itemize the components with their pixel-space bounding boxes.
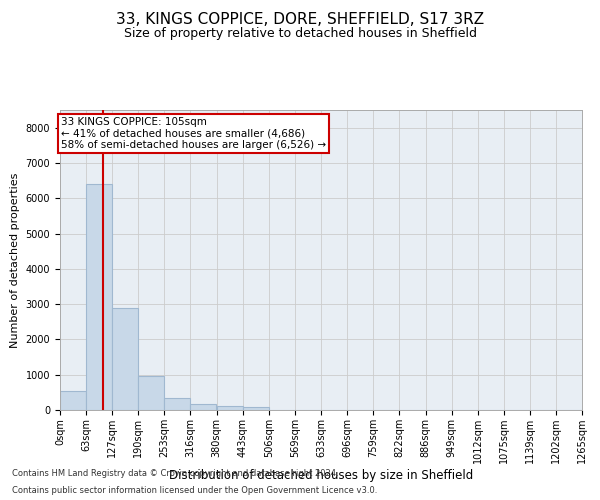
Y-axis label: Number of detached properties: Number of detached properties bbox=[10, 172, 20, 348]
Bar bbox=[217, 406, 243, 410]
Text: Contains HM Land Registry data © Crown copyright and database right 2024.: Contains HM Land Registry data © Crown c… bbox=[12, 468, 338, 477]
Bar bbox=[190, 404, 217, 410]
Text: 33, KINGS COPPICE, DORE, SHEFFIELD, S17 3RZ: 33, KINGS COPPICE, DORE, SHEFFIELD, S17 … bbox=[116, 12, 484, 28]
Bar bbox=[139, 376, 164, 410]
Bar bbox=[243, 407, 269, 410]
Bar bbox=[60, 390, 86, 410]
X-axis label: Distribution of detached houses by size in Sheffield: Distribution of detached houses by size … bbox=[169, 468, 473, 481]
Text: Size of property relative to detached houses in Sheffield: Size of property relative to detached ho… bbox=[124, 28, 476, 40]
Bar bbox=[164, 398, 190, 410]
Bar bbox=[112, 308, 139, 410]
Bar bbox=[86, 184, 112, 410]
Text: Contains public sector information licensed under the Open Government Licence v3: Contains public sector information licen… bbox=[12, 486, 377, 495]
Text: 33 KINGS COPPICE: 105sqm
← 41% of detached houses are smaller (4,686)
58% of sem: 33 KINGS COPPICE: 105sqm ← 41% of detach… bbox=[61, 117, 326, 150]
